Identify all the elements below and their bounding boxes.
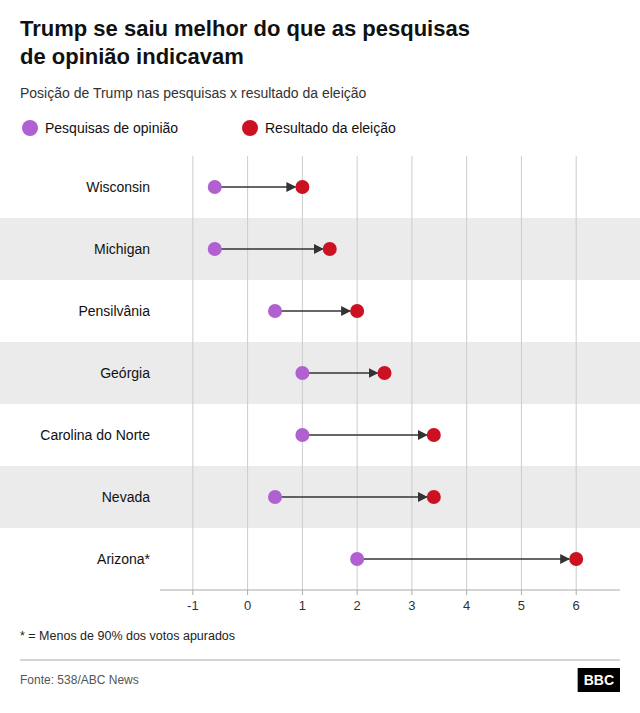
arrow	[275, 496, 427, 498]
legend-marker	[242, 120, 258, 136]
arrow	[357, 558, 569, 560]
dot	[295, 366, 309, 380]
logo-box	[578, 668, 620, 692]
category-label: Michigan	[94, 241, 150, 257]
dot	[427, 490, 441, 504]
tick-mark	[302, 590, 303, 595]
title-line: Trump se saiu melhor do que as pesquisas	[20, 16, 470, 41]
legend-label: Pesquisas de opinião	[45, 120, 178, 136]
tick-mark	[576, 590, 577, 595]
tick-mark	[466, 590, 467, 595]
category-label: Wisconsin	[86, 179, 150, 195]
tick-mark	[411, 590, 412, 595]
dot	[350, 552, 364, 566]
title: Trump se saiu melhor do que as pesquisas…	[20, 16, 470, 69]
row-band	[0, 404, 640, 466]
grid-line	[466, 156, 467, 590]
arrow	[302, 372, 377, 374]
grid-line	[576, 156, 577, 590]
tick-mark	[192, 590, 193, 595]
tick-label: -1	[187, 598, 199, 613]
legend-item: Resultado da eleição	[242, 120, 396, 136]
tick-mark	[521, 590, 522, 595]
category-label: Carolina do Norte	[40, 427, 150, 443]
category-label: Geórgia	[100, 365, 150, 381]
subtitle: Posição de Trump nas pesquisas x resulta…	[20, 85, 367, 101]
x-axis-line	[160, 590, 620, 591]
dot	[295, 180, 309, 194]
grid-line	[192, 156, 193, 590]
footnote: * = Menos de 90% dos votos apurados	[20, 629, 235, 643]
tick-label: 3	[408, 598, 415, 613]
tick-mark	[357, 590, 358, 595]
row-band	[0, 280, 640, 342]
dot	[268, 304, 282, 318]
legend-item: Pesquisas de opinião	[22, 120, 178, 136]
logo-text: BBC	[584, 672, 614, 688]
source: Fonte: 538/ABC News	[20, 673, 139, 687]
dot	[350, 304, 364, 318]
row-band	[0, 528, 640, 590]
category-label: Pensilvânia	[78, 303, 150, 319]
dot	[323, 242, 337, 256]
category-label: Nevada	[102, 489, 150, 505]
logo: BBC	[578, 668, 620, 692]
arrow	[215, 186, 296, 188]
category-label: Arizona*	[97, 551, 150, 567]
tick-mark	[247, 590, 248, 595]
tick-label: 2	[354, 598, 361, 613]
tick-label: 4	[463, 598, 470, 613]
legend-marker	[22, 120, 38, 136]
legend-label: Resultado da eleição	[265, 120, 396, 136]
dot	[208, 242, 222, 256]
row-band	[0, 342, 640, 404]
row-band	[0, 466, 640, 528]
grid-line	[411, 156, 412, 590]
dot	[569, 552, 583, 566]
tick-label: 6	[573, 598, 580, 613]
dot	[295, 428, 309, 442]
grid-line	[247, 156, 248, 590]
dot	[427, 428, 441, 442]
tick-label: 1	[299, 598, 306, 613]
separator	[20, 660, 620, 661]
marks	[208, 180, 583, 566]
dot	[268, 490, 282, 504]
arrow	[215, 248, 323, 250]
tick-label: 0	[244, 598, 251, 613]
arrow	[275, 310, 350, 312]
dot	[208, 180, 222, 194]
title-line: de opinião indicavam	[20, 44, 244, 69]
grid-line	[521, 156, 522, 590]
row-band	[0, 218, 640, 280]
chart: Trump se saiu melhor do que as pesquisas…	[0, 0, 640, 713]
arrow	[302, 434, 426, 436]
dot	[378, 366, 392, 380]
tick-label: 5	[518, 598, 525, 613]
row-band	[0, 156, 640, 218]
